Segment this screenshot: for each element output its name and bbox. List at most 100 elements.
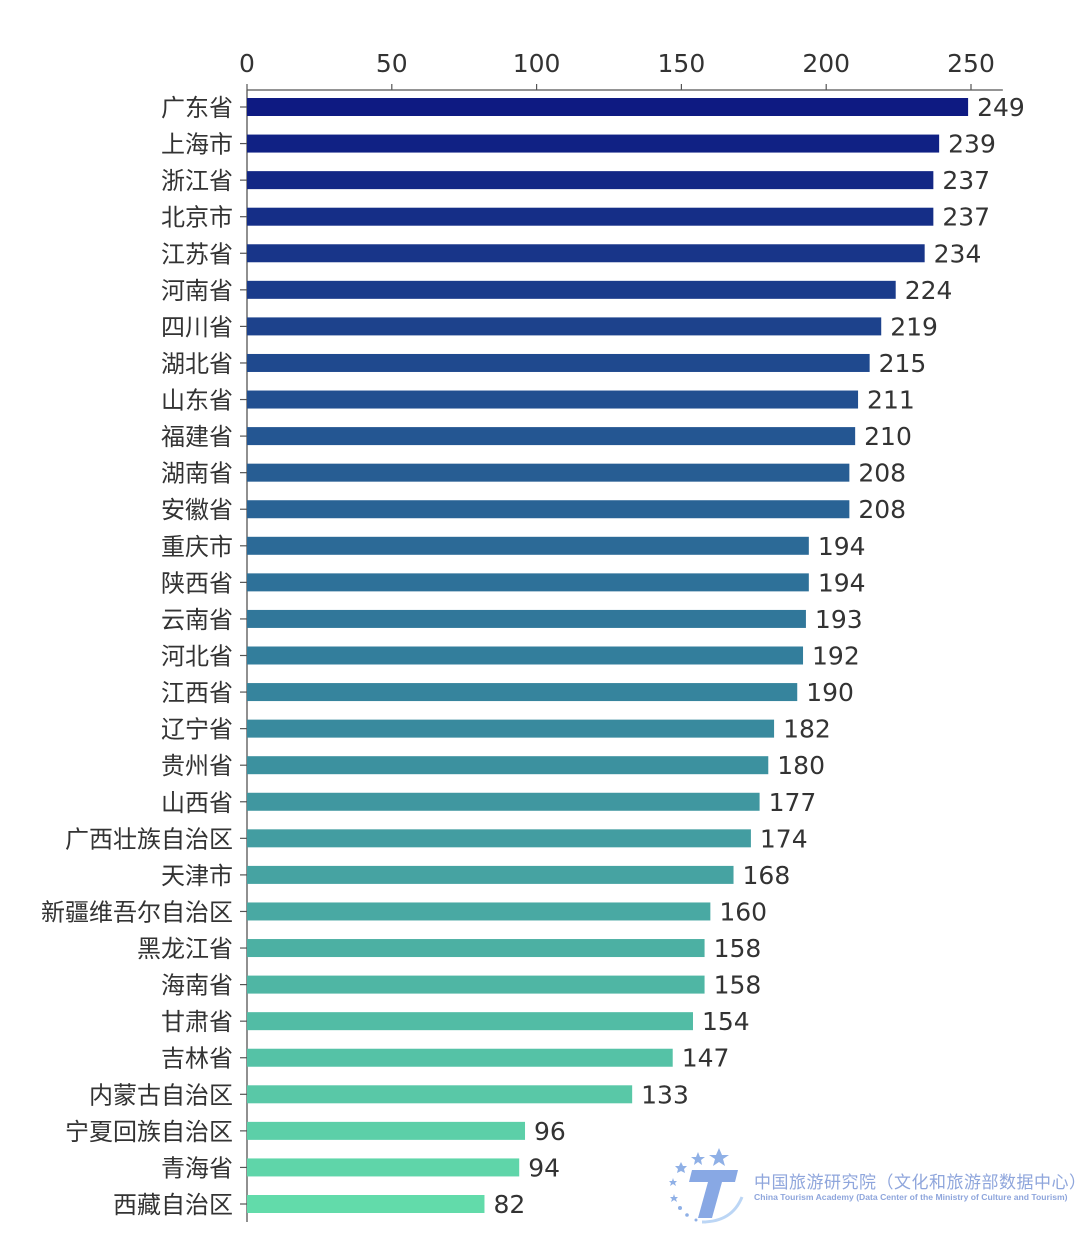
data-label: 180 bbox=[777, 751, 825, 780]
logo-name-en: China Tourism Academy (Data Center of th… bbox=[754, 1192, 1068, 1202]
bar bbox=[247, 244, 925, 263]
bar bbox=[247, 902, 711, 921]
bar bbox=[247, 573, 809, 592]
category-label: 西藏自治区 bbox=[113, 1191, 233, 1219]
data-label: 182 bbox=[783, 715, 831, 744]
logo-name-cn: 中国旅游研究院（文化和旅游部数据中心） bbox=[754, 1173, 1080, 1193]
data-label: 239 bbox=[948, 130, 996, 159]
data-label: 94 bbox=[528, 1153, 560, 1182]
x-tick-label: 100 bbox=[513, 49, 561, 78]
bar bbox=[247, 1158, 520, 1177]
category-label: 广西壮族自治区 bbox=[65, 825, 233, 853]
logo: 中国旅游研究院（文化和旅游部数据中心） China Tourism Academ… bbox=[662, 1142, 1080, 1228]
category-label: 新疆维吾尔自治区 bbox=[41, 898, 233, 926]
category-label: 上海市 bbox=[161, 131, 233, 159]
data-label: 158 bbox=[714, 971, 762, 1000]
data-label: 154 bbox=[702, 1007, 750, 1036]
data-label: 208 bbox=[858, 495, 906, 524]
data-label: 177 bbox=[769, 788, 817, 817]
data-label: 237 bbox=[942, 166, 990, 195]
x-tick-label: 250 bbox=[947, 49, 995, 78]
bar bbox=[247, 536, 809, 555]
data-label: 190 bbox=[806, 678, 854, 707]
category-label: 内蒙古自治区 bbox=[89, 1081, 233, 1109]
category-label: 山西省 bbox=[161, 789, 233, 817]
data-label: 192 bbox=[812, 642, 860, 671]
bar bbox=[247, 1012, 693, 1031]
data-label: 249 bbox=[977, 93, 1025, 122]
data-label: 133 bbox=[641, 1080, 689, 1109]
bar bbox=[247, 1048, 673, 1067]
star-t-logo-icon bbox=[669, 1148, 744, 1224]
bar bbox=[247, 98, 969, 116]
data-label: 160 bbox=[719, 897, 767, 926]
bar bbox=[247, 792, 760, 811]
bar bbox=[247, 646, 804, 665]
category-label: 四川省 bbox=[161, 313, 233, 341]
bar bbox=[247, 207, 934, 226]
category-label: 浙江省 bbox=[161, 167, 233, 195]
data-label: 96 bbox=[534, 1117, 566, 1146]
data-label: 219 bbox=[890, 312, 938, 341]
category-label: 江苏省 bbox=[161, 240, 233, 268]
category-label: 江西省 bbox=[161, 679, 233, 707]
category-label: 天津市 bbox=[161, 862, 233, 890]
x-tick-label: 0 bbox=[239, 49, 255, 78]
category-label: 北京市 bbox=[161, 204, 233, 232]
category-label: 贵州省 bbox=[161, 752, 233, 780]
data-label: 234 bbox=[934, 239, 982, 268]
data-label: 168 bbox=[743, 861, 791, 890]
bar bbox=[247, 463, 850, 482]
data-label: 210 bbox=[864, 422, 912, 451]
bar bbox=[247, 756, 769, 775]
category-label: 山东省 bbox=[161, 387, 233, 415]
data-label: 158 bbox=[714, 934, 762, 963]
category-label: 云南省 bbox=[161, 606, 233, 634]
category-label: 陕西省 bbox=[161, 569, 233, 597]
category-label: 湖北省 bbox=[161, 350, 233, 378]
bar bbox=[247, 1085, 633, 1104]
bar bbox=[247, 1195, 485, 1213]
category-label: 青海省 bbox=[161, 1154, 233, 1182]
x-tick-label: 150 bbox=[658, 49, 706, 78]
bar bbox=[247, 939, 705, 958]
data-label: 215 bbox=[879, 349, 927, 378]
data-label: 147 bbox=[682, 1044, 730, 1073]
category-label: 黑龙江省 bbox=[137, 935, 233, 963]
bar bbox=[247, 500, 850, 519]
bar bbox=[247, 719, 775, 738]
bar bbox=[247, 975, 705, 994]
category-label: 辽宁省 bbox=[161, 716, 233, 744]
category-label: 甘肃省 bbox=[161, 1008, 233, 1036]
data-label: 224 bbox=[905, 276, 953, 305]
x-tick-label: 200 bbox=[802, 49, 850, 78]
data-label: 194 bbox=[818, 568, 866, 597]
bar bbox=[247, 134, 940, 153]
data-label: 208 bbox=[858, 459, 906, 488]
data-label: 82 bbox=[493, 1190, 525, 1219]
bar bbox=[247, 427, 856, 446]
bar bbox=[247, 317, 882, 336]
bar bbox=[247, 609, 806, 628]
bar bbox=[247, 280, 896, 299]
bar bbox=[247, 1121, 526, 1140]
category-label: 广东省 bbox=[161, 94, 233, 122]
data-label: 237 bbox=[942, 203, 990, 232]
data-label: 193 bbox=[815, 605, 863, 634]
bar bbox=[247, 353, 870, 372]
category-label: 河南省 bbox=[161, 277, 233, 305]
data-label: 211 bbox=[867, 386, 915, 415]
bar bbox=[247, 829, 751, 848]
category-label: 重庆市 bbox=[161, 533, 233, 561]
category-label: 宁夏回族自治区 bbox=[65, 1118, 233, 1146]
category-label: 湖南省 bbox=[161, 460, 233, 488]
x-tick-label: 50 bbox=[376, 49, 408, 78]
category-label: 安徽省 bbox=[161, 496, 233, 524]
bar bbox=[247, 865, 734, 884]
category-label: 福建省 bbox=[161, 423, 233, 451]
bar bbox=[247, 390, 859, 409]
category-label: 吉林省 bbox=[161, 1045, 233, 1073]
data-label: 194 bbox=[818, 532, 866, 561]
category-label: 海南省 bbox=[161, 972, 233, 1000]
